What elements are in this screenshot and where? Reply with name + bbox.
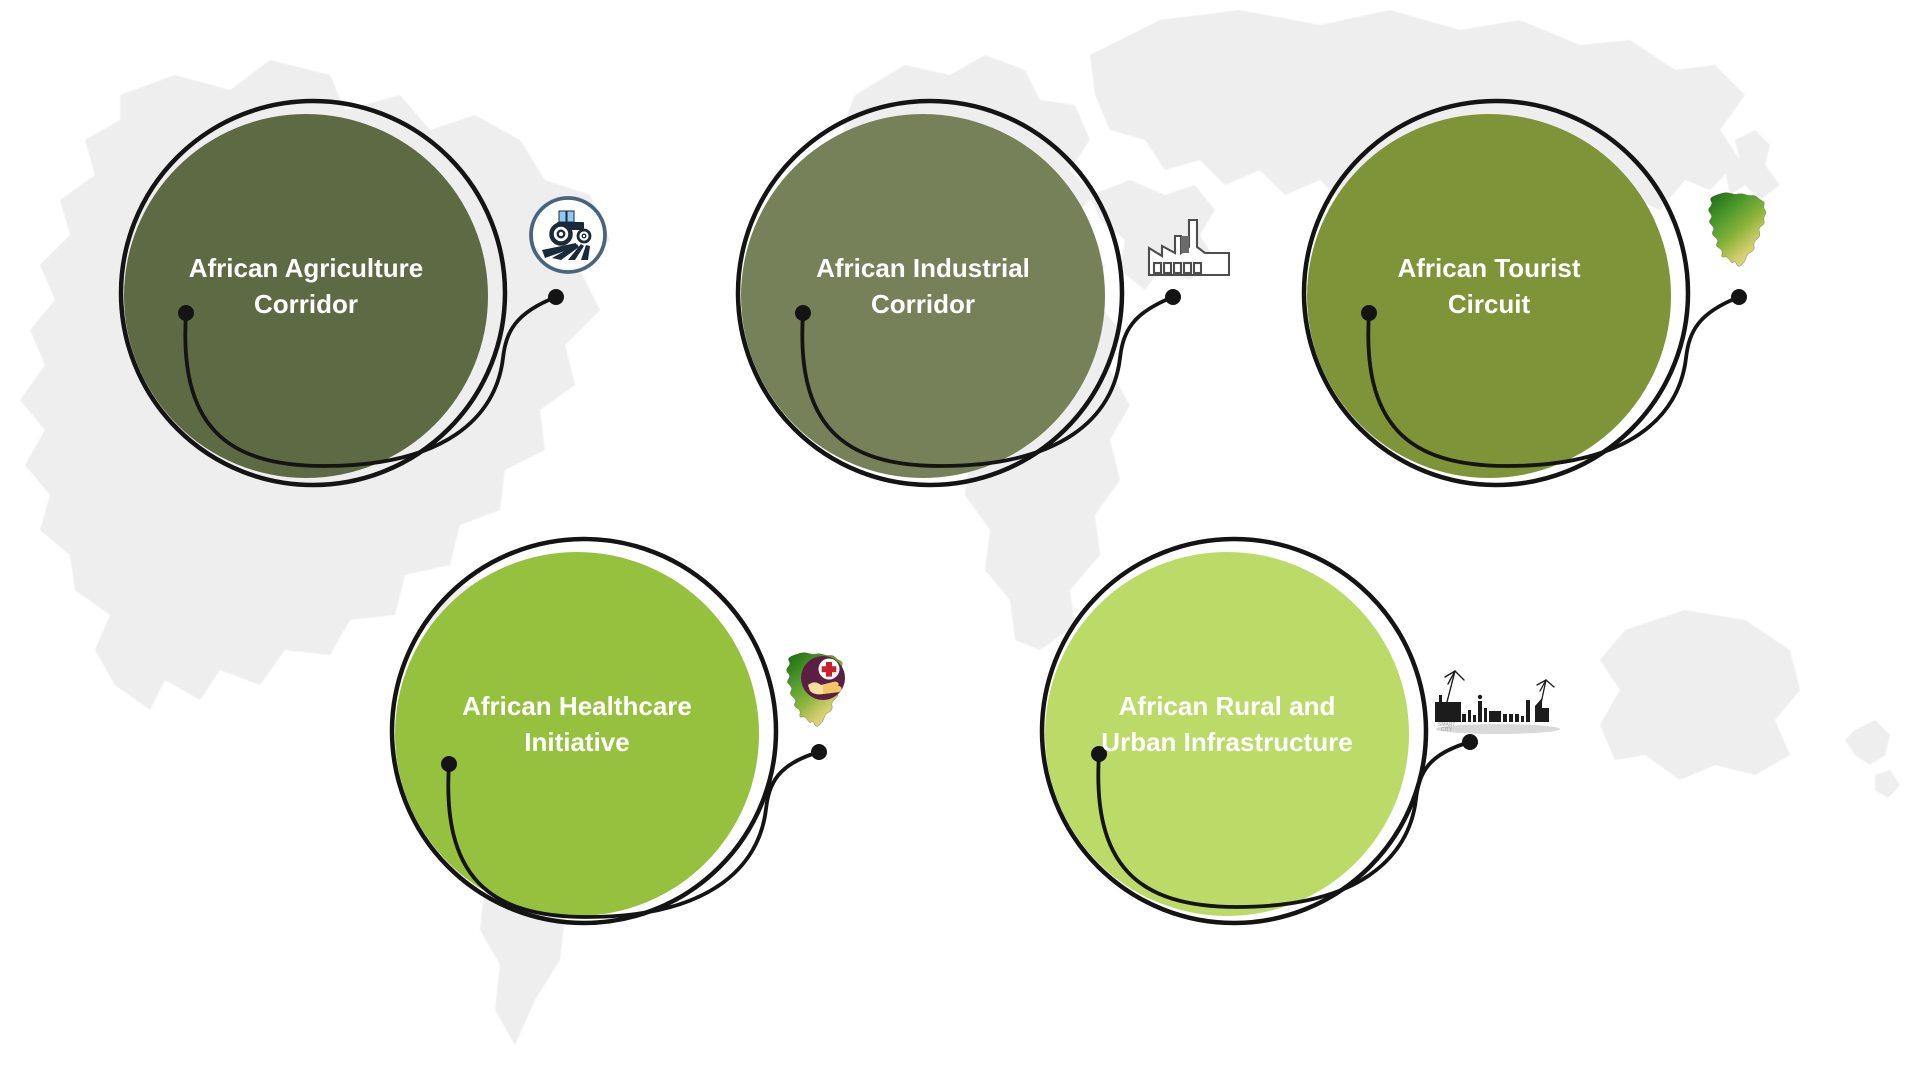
- svg-text:CITY: CITY: [1441, 727, 1453, 733]
